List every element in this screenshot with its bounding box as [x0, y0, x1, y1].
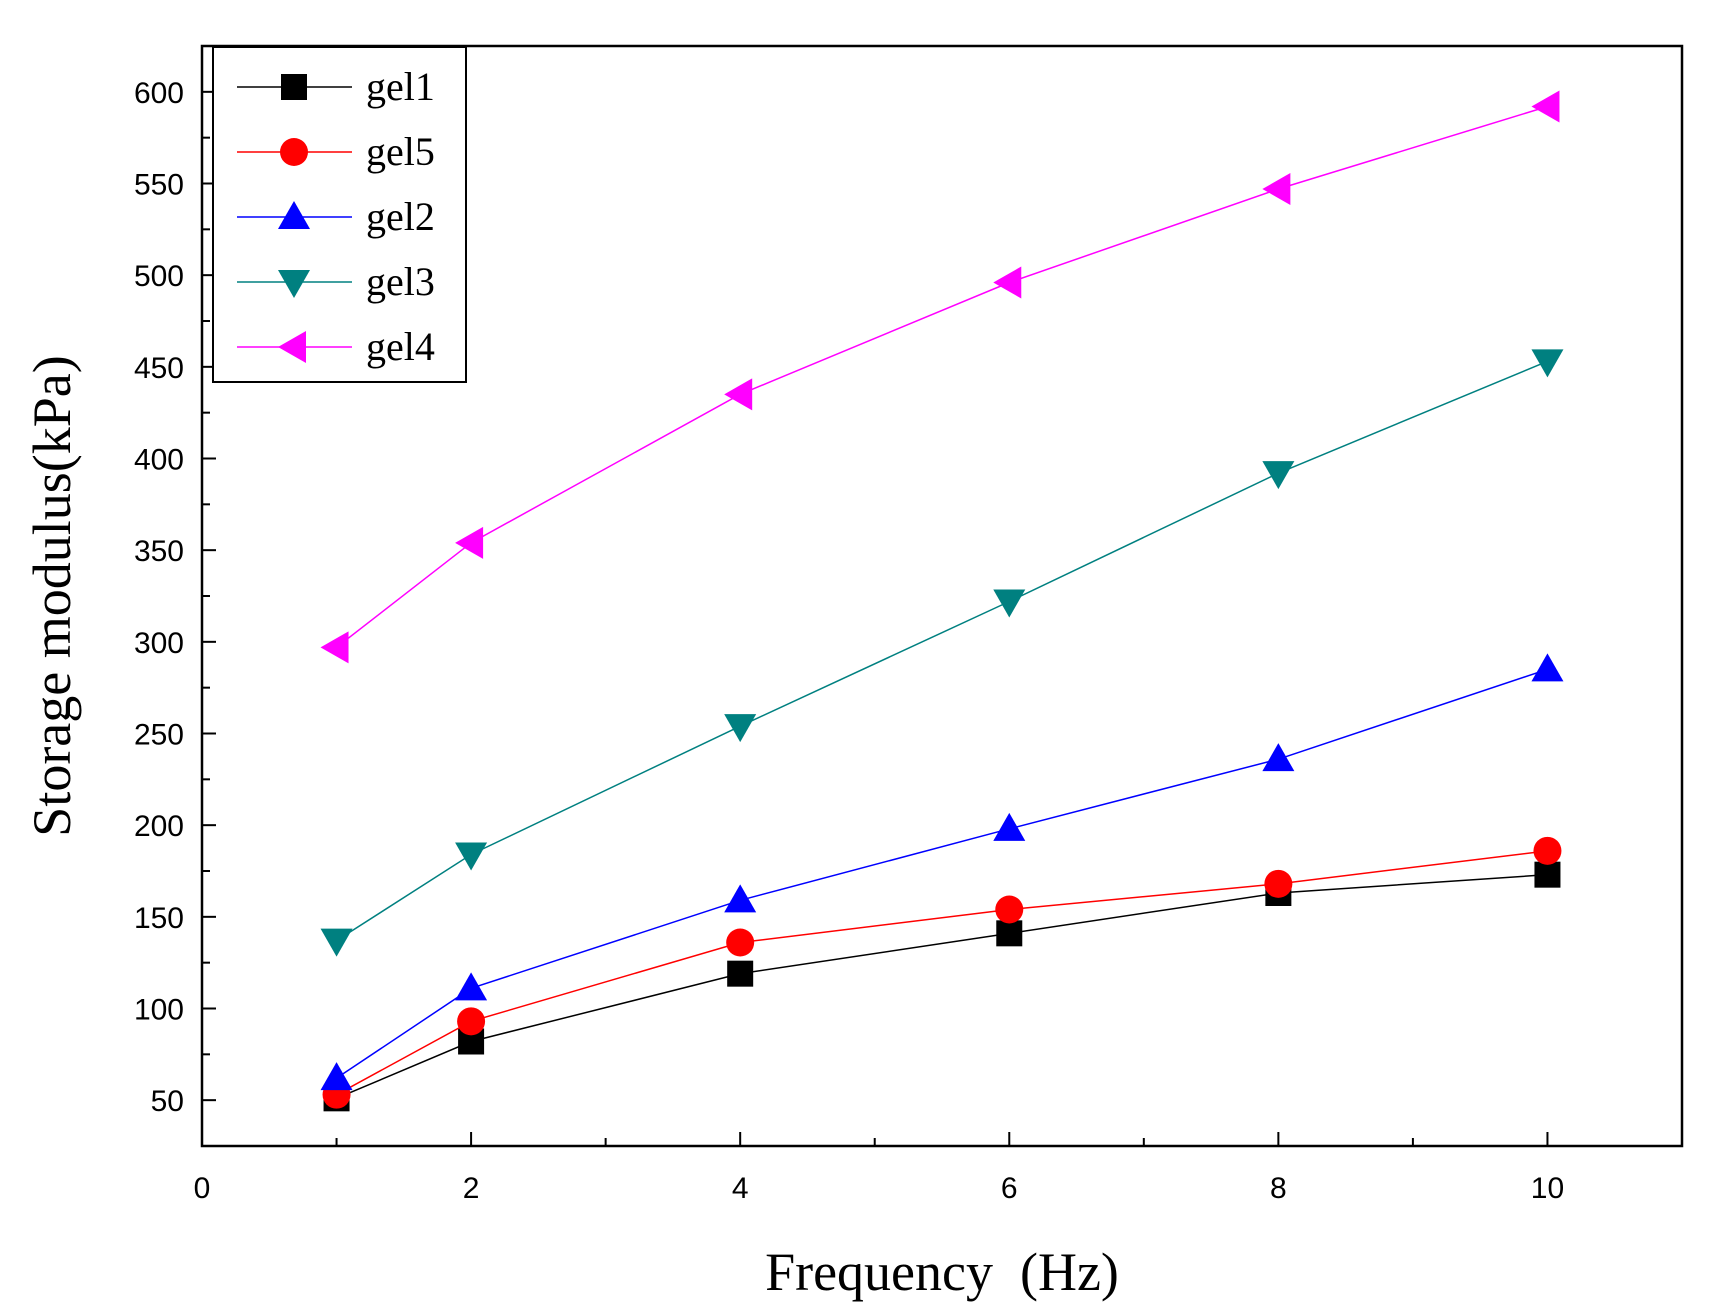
- y-tick-label: 200: [134, 810, 184, 843]
- data-point-gel3: [993, 589, 1026, 618]
- legend-label-gel1: gel1: [366, 64, 435, 109]
- data-point-gel5: [995, 895, 1024, 924]
- data-point-gel4: [724, 378, 753, 411]
- legend: gel1 gel5 gel2 gel3 gel4: [212, 46, 467, 383]
- series-gel1: [323, 861, 1561, 1112]
- series-line-gel1: [336, 873, 1548, 1100]
- y-tick-label: 250: [134, 719, 184, 752]
- y-tick-label: 100: [134, 994, 184, 1027]
- legend-label-gel4: gel4: [366, 324, 435, 369]
- series-layer: [320, 90, 1564, 1112]
- x-tick-label: 0: [194, 1172, 211, 1205]
- data-point-gel2: [993, 812, 1026, 841]
- data-point-gel1: [996, 920, 1023, 947]
- x-axis-ticks: 0 2 4 6 8 10: [194, 1132, 1564, 1205]
- y-axis-title: Storage modulus(kPa): [22, 355, 82, 836]
- data-point-gel4: [1262, 173, 1291, 205]
- data-point-gel5: [1533, 836, 1562, 865]
- x-tick-label: 8: [1270, 1172, 1287, 1205]
- legend-label-gel5: gel5: [366, 129, 435, 174]
- data-point-gel5: [1264, 869, 1293, 898]
- series-gel2: [320, 653, 1564, 1091]
- data-point-gel4: [1531, 90, 1560, 123]
- data-point-gel3: [455, 842, 488, 871]
- y-tick-label: 500: [134, 260, 184, 293]
- y-tick-label: 600: [134, 77, 184, 110]
- data-point-gel4: [320, 631, 349, 664]
- legend-label-gel2: gel2: [366, 194, 435, 239]
- legend-box: [212, 46, 467, 383]
- data-point-gel3: [320, 928, 353, 957]
- data-point-gel2: [724, 884, 757, 913]
- y-tick-label: 400: [134, 444, 184, 477]
- series-line-gel5: [336, 850, 1548, 1096]
- x-axis-title: Frequency (Hz): [765, 1242, 1119, 1302]
- data-point-gel4: [993, 266, 1022, 299]
- data-point-gel2: [320, 1062, 353, 1091]
- data-point-gel3: [724, 714, 757, 743]
- y-tick-label: 300: [134, 627, 184, 660]
- data-point-gel1: [727, 960, 754, 987]
- y-tick-label: 150: [134, 902, 184, 935]
- x-tick-label: 6: [1001, 1172, 1018, 1205]
- data-point-gel5: [457, 1007, 486, 1036]
- data-point-gel1: [1534, 861, 1561, 888]
- legend-marker-gel3: [278, 270, 310, 298]
- series-line-gel2: [336, 668, 1548, 1079]
- y-tick-label: 550: [134, 169, 184, 202]
- series-line-gel3: [336, 360, 1548, 942]
- data-point-gel2: [1531, 653, 1564, 682]
- x-tick-label: 10: [1531, 1172, 1564, 1205]
- data-point-gel2: [455, 972, 488, 1001]
- legend-marker-gel1: [281, 74, 307, 100]
- y-axis-ticks: 50 100 150 200 250 300 350 400 450 500 550 600: [134, 77, 216, 1147]
- y-tick-label: 350: [134, 535, 184, 568]
- series-gel3: [320, 349, 1564, 957]
- x-tick-label: 2: [463, 1172, 480, 1205]
- legend-label-gel3: gel3: [366, 259, 435, 304]
- data-point-gel3: [1531, 349, 1564, 378]
- series-gel5: [322, 836, 1562, 1109]
- data-point-gel2: [1262, 743, 1295, 772]
- data-point-gel3: [1262, 461, 1295, 490]
- x-tick-label: 4: [732, 1172, 749, 1205]
- y-tick-label: 50: [151, 1085, 184, 1118]
- legend-marker-gel2: [278, 201, 310, 229]
- y-tick-label: 450: [134, 352, 184, 385]
- legend-marker-gel5: [280, 138, 308, 166]
- data-point-gel4: [455, 526, 484, 559]
- data-point-gel5: [726, 928, 755, 957]
- series-gel4: [320, 90, 1560, 664]
- legend-marker-gel4: [278, 331, 306, 363]
- series-line-gel4: [336, 105, 1548, 648]
